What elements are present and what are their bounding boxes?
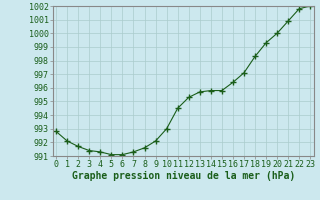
X-axis label: Graphe pression niveau de la mer (hPa): Graphe pression niveau de la mer (hPa): [72, 171, 295, 181]
